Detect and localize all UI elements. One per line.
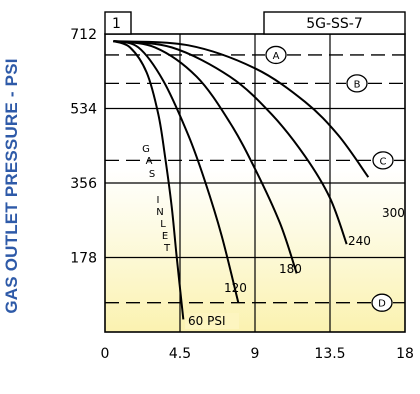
- reference-marker-label: D: [378, 299, 386, 310]
- panel-number-box: [104, 11, 132, 35]
- reference-marker-label: B: [354, 79, 361, 90]
- x-tick-label: 9: [251, 346, 260, 362]
- series-label: 60 PSI: [188, 314, 225, 328]
- inlet-letter: G: [142, 144, 150, 155]
- reference-marker-circle: [265, 45, 287, 65]
- x-tick-label: 13.5: [314, 346, 345, 362]
- inlet-letter: A: [146, 156, 153, 167]
- chart-code: 5G-SS-7: [306, 16, 363, 32]
- y-tick-label: 356: [70, 176, 97, 192]
- y-tick-label: 178: [70, 251, 97, 267]
- y-tick-label: 712: [70, 27, 97, 43]
- reference-marker-circle: [372, 151, 394, 170]
- chart-code-box: [263, 11, 406, 35]
- series-line: [113, 40, 240, 303]
- series-line: [112, 40, 185, 320]
- y-tick-label: 534: [70, 102, 97, 118]
- x-tick-label: 4.5: [169, 346, 191, 362]
- inlet-letter: L: [160, 219, 166, 230]
- inlet-letter: T: [163, 243, 171, 254]
- series-label-bg: [185, 313, 239, 329]
- reference-marker-label: A: [273, 51, 280, 62]
- series-label: 120: [224, 281, 247, 295]
- inlet-letter: S: [149, 169, 155, 180]
- x-tick-label: 18: [396, 346, 414, 362]
- series-line: [113, 40, 370, 178]
- inlet-letter: I: [157, 195, 160, 206]
- plot-border: [104, 33, 406, 333]
- series-line: [113, 40, 348, 245]
- series-label: 180: [279, 262, 302, 276]
- series-label: 300: [382, 206, 405, 220]
- inlet-letter: N: [156, 207, 163, 218]
- panel-number: 1: [112, 16, 121, 32]
- series-line: [113, 40, 298, 274]
- reference-marker-circle: [346, 74, 368, 93]
- reference-marker-circle: [371, 293, 393, 312]
- reference-marker-label: C: [380, 156, 387, 167]
- inlet-letter: E: [162, 231, 168, 242]
- x-tick-label: 0: [101, 346, 110, 362]
- series-label: 240: [348, 234, 371, 248]
